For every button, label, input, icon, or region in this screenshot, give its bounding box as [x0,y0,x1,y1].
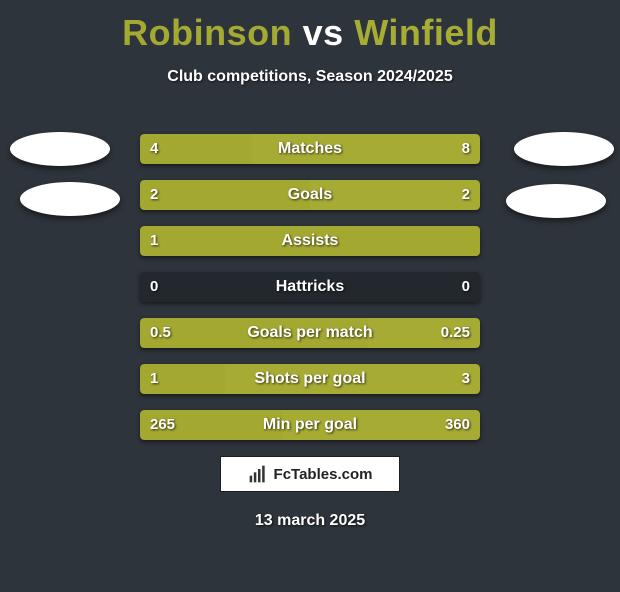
stat-label: Matches [140,134,480,164]
player2-name: Winfield [354,12,498,53]
player1-photo-placeholder [10,132,110,166]
stat-label: Min per goal [140,410,480,440]
brand-box[interactable]: FcTables.com [220,456,400,492]
stat-label: Goals per match [140,318,480,348]
chart-bars-icon [248,464,268,484]
player2-photo-placeholder [514,132,614,166]
stat-bars-container: 48Matches 22Goals 1Assists 00Hattricks 0.50.… [140,134,480,456]
stat-label: Hattricks [140,272,480,302]
brand-text: FcTables.com [274,466,373,483]
stat-label: Assists [140,226,480,256]
stat-row: 48Matches [140,134,480,164]
stat-row: 22Goals [140,180,480,210]
stat-row: 13Shots per goal [140,364,480,394]
stat-row: 1Assists [140,226,480,256]
stat-label: Shots per goal [140,364,480,394]
comparison-title: Robinson vs Winfield [0,12,620,54]
stat-row: 265360Min per goal [140,410,480,440]
player1-name: Robinson [122,12,292,53]
player1-club-placeholder [20,182,120,216]
subtitle: Club competitions, Season 2024/2025 [0,68,620,86]
player2-club-placeholder [506,184,606,218]
date-text: 13 march 2025 [0,512,620,530]
vs-text: vs [303,12,344,53]
stat-label: Goals [140,180,480,210]
stat-row: 00Hattricks [140,272,480,302]
stat-row: 0.50.25Goals per match [140,318,480,348]
